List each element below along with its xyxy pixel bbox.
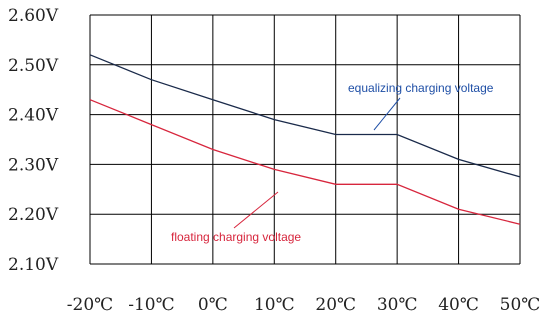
- x-tick-label: -10℃: [128, 295, 174, 315]
- equalizing-voltage-line: [89, 54, 521, 178]
- equalizing-label-leader: [373, 97, 401, 131]
- floating-voltage-label: floating charging voltage: [171, 230, 301, 244]
- series-lines: [89, 54, 521, 225]
- y-tick-label: 2.30V: [8, 155, 59, 175]
- floating-label-leader: [233, 191, 279, 229]
- y-tick-label: 2.20V: [8, 205, 59, 225]
- x-tick-label: -20℃: [67, 295, 113, 315]
- y-tick-label: 2.40V: [8, 106, 59, 126]
- x-tick-label: 10℃: [254, 295, 295, 315]
- x-tick-label: 0℃: [198, 295, 228, 315]
- x-tick-label: 30℃: [377, 295, 418, 315]
- floating-voltage-line: [89, 99, 521, 225]
- y-tick-label: 2.60V: [8, 6, 59, 26]
- x-tick-label: 40℃: [438, 295, 479, 315]
- x-tick-label: 20℃: [315, 295, 356, 315]
- y-tick-label: 2.50V: [8, 56, 59, 76]
- series-annotations: equalizing charging voltage floating cha…: [171, 81, 494, 244]
- x-tick-label: 50℃: [500, 295, 541, 315]
- grid-lines: [89, 14, 521, 265]
- equalizing-voltage-label: equalizing charging voltage: [348, 81, 494, 95]
- tick-labels: 2.60V 2.50V 2.40V 2.30V 2.20V 2.10V -20℃ -10℃ 0℃…: [8, 6, 540, 315]
- y-tick-label: 2.10V: [8, 255, 59, 275]
